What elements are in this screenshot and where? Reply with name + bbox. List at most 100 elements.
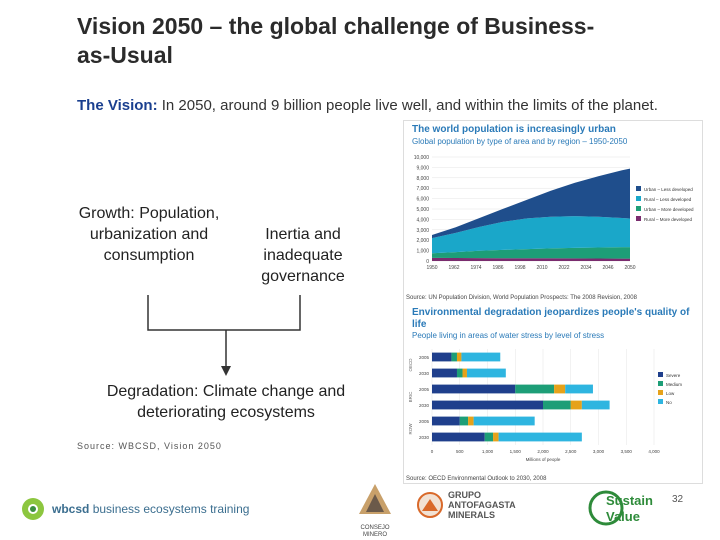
water-row-year: 2005 [419, 355, 430, 360]
water-bar-segment [543, 400, 571, 410]
urban-area-series [432, 247, 630, 259]
urban-chart-subtitle: Global population by type of area and by… [412, 137, 628, 146]
consejo-triangle-icon [359, 484, 391, 514]
water-legend-swatch [658, 399, 663, 404]
urban-y-tick: 0 [426, 259, 429, 265]
water-legend-label: No [666, 400, 672, 405]
urban-x-tick: 1950 [426, 265, 437, 271]
urban-y-tick: 2,000 [416, 238, 429, 244]
sustain-word: Sustain [606, 493, 653, 508]
urban-legend-label: Rural – More developed [644, 217, 693, 222]
growth-label: Growth: Population, urbanization and con… [78, 205, 220, 264]
water-group-label: OECD [408, 358, 413, 372]
urban-area-series [432, 168, 630, 239]
water-group-label: ROW [408, 423, 413, 435]
water-x-tick: 3,000 [593, 449, 605, 454]
water-row-year: 2030 [419, 435, 430, 440]
urban-y-tick: 9,000 [416, 165, 429, 171]
water-legend-label: Severe [666, 373, 681, 378]
urban-x-tick: 2046 [602, 265, 613, 271]
urban-legend-label: Urban – More developed [644, 207, 694, 212]
water-bar-segment [570, 400, 582, 410]
water-x-tick: 1,000 [482, 449, 494, 454]
urban-x-tick: 2010 [536, 265, 547, 271]
wbcsd-wordmark: wbcsd [52, 502, 90, 516]
water-bar-segment [554, 384, 566, 394]
urban-y-tick: 8,000 [416, 176, 429, 182]
training-label: business ecosystems training [92, 502, 250, 516]
urban-y-tick: 5,000 [416, 207, 429, 213]
urban-legend-swatch [636, 206, 641, 211]
urban-x-tick: 2050 [624, 265, 635, 271]
page-number: 32 [672, 494, 684, 505]
value-word: Value [606, 509, 640, 524]
water-bar-segment [456, 368, 463, 378]
water-bar-segment [484, 432, 494, 442]
water-bar-segment [451, 352, 457, 362]
vision-lead: The Vision: [77, 97, 158, 114]
water-legend-swatch [658, 390, 663, 395]
water-bar-segment [432, 400, 543, 410]
chart-panel: The world population is increasingly urb… [403, 120, 703, 484]
wbcsd-gear-icon [22, 498, 44, 520]
water-stress-chart: 0 500 1,000 1,500 2,000 2,500 3,000 3,500 4,000 M… [408, 349, 682, 462]
antofagasta-logo: GRUPO ANTOFAGASTA MINERALS [416, 490, 518, 520]
water-x-label: Millions of people [526, 457, 561, 462]
urban-x-tick: 1962 [448, 265, 459, 271]
wbcsd-logo: wbcsd business ecosystems training [20, 494, 249, 524]
antofagasta-emblem-icon [417, 492, 443, 518]
water-bar-segment [473, 416, 535, 426]
water-bar-segment [466, 368, 506, 378]
water-x-tick: 2,000 [537, 449, 549, 454]
water-x-tick: 2,500 [565, 449, 577, 454]
water-bar-segment [493, 432, 499, 442]
water-bar-segment [432, 368, 457, 378]
urban-legend-swatch [636, 216, 641, 221]
urban-legend-swatch [636, 196, 641, 201]
consejo-label: CONSEJO MINERO [360, 525, 390, 538]
urban-legend-label: Rural – Less developed [644, 197, 692, 202]
urban-area-chart: 10,000 9,000 8,000 7,000 6,000 5,000 4,000 3,00… [414, 155, 694, 271]
urban-x-tick: 1974 [470, 265, 481, 271]
water-bar-segment [432, 352, 452, 362]
water-bar-segment [432, 432, 485, 442]
degradation-label: Degradation: Climate change and deterior… [106, 383, 346, 421]
urban-x-tick: 2034 [580, 265, 591, 271]
water-legend-swatch [658, 372, 663, 377]
water-row-year: 2005 [419, 387, 430, 392]
water-chart-source: Source: OECD Environmental Outlook to 20… [406, 476, 547, 482]
slide-title: Vision 2050 – the global challenge of Bu… [77, 13, 595, 68]
water-x-tick: 0 [431, 449, 434, 454]
water-x-tick: 4,000 [648, 449, 660, 454]
water-bar-segment [515, 384, 555, 394]
water-chart-title: Environmental degradation jeopardizes pe… [412, 307, 690, 330]
urban-y-tick: 3,000 [416, 228, 429, 234]
source-note: Source: WBCSD, Vision 2050 [77, 441, 222, 451]
inertia-label: Inertia and inadequate governance [261, 226, 345, 285]
water-bar-segment [456, 352, 462, 362]
water-chart-subtitle: People living in areas of water stress b… [412, 331, 605, 340]
water-row-year: 2030 [419, 403, 430, 408]
water-legend-label: Low [666, 391, 675, 396]
water-bar-segment [581, 400, 610, 410]
water-x-tick: 1,500 [510, 449, 522, 454]
water-legend-label: Medium [666, 382, 682, 387]
urban-y-tick: 1,000 [416, 249, 429, 255]
water-row-year: 2030 [419, 371, 430, 376]
vision-statement: The Vision: In 2050, around 9 billion pe… [77, 96, 677, 115]
antofagasta-label: GRUPO ANTOFAGASTA MINERALS [448, 490, 516, 520]
vision-text: In 2050, around 9 billion people live we… [157, 97, 658, 114]
water-row-year: 2005 [419, 419, 430, 424]
water-bar-segment [459, 416, 469, 426]
urban-x-tick: 1998 [514, 265, 525, 271]
urban-y-tick: 7,000 [416, 186, 429, 192]
urban-legend-swatch [636, 186, 641, 191]
water-bar-segment [468, 416, 474, 426]
water-bar-segment [462, 368, 467, 378]
water-x-tick: 3,500 [621, 449, 633, 454]
urban-chart-source: Source: UN Population Division, World Po… [406, 295, 637, 301]
urban-area-series [432, 216, 630, 254]
urban-chart-title: The world population is increasingly urb… [412, 124, 616, 135]
water-bar-segment [432, 416, 460, 426]
urban-y-tick: 4,000 [416, 217, 429, 223]
